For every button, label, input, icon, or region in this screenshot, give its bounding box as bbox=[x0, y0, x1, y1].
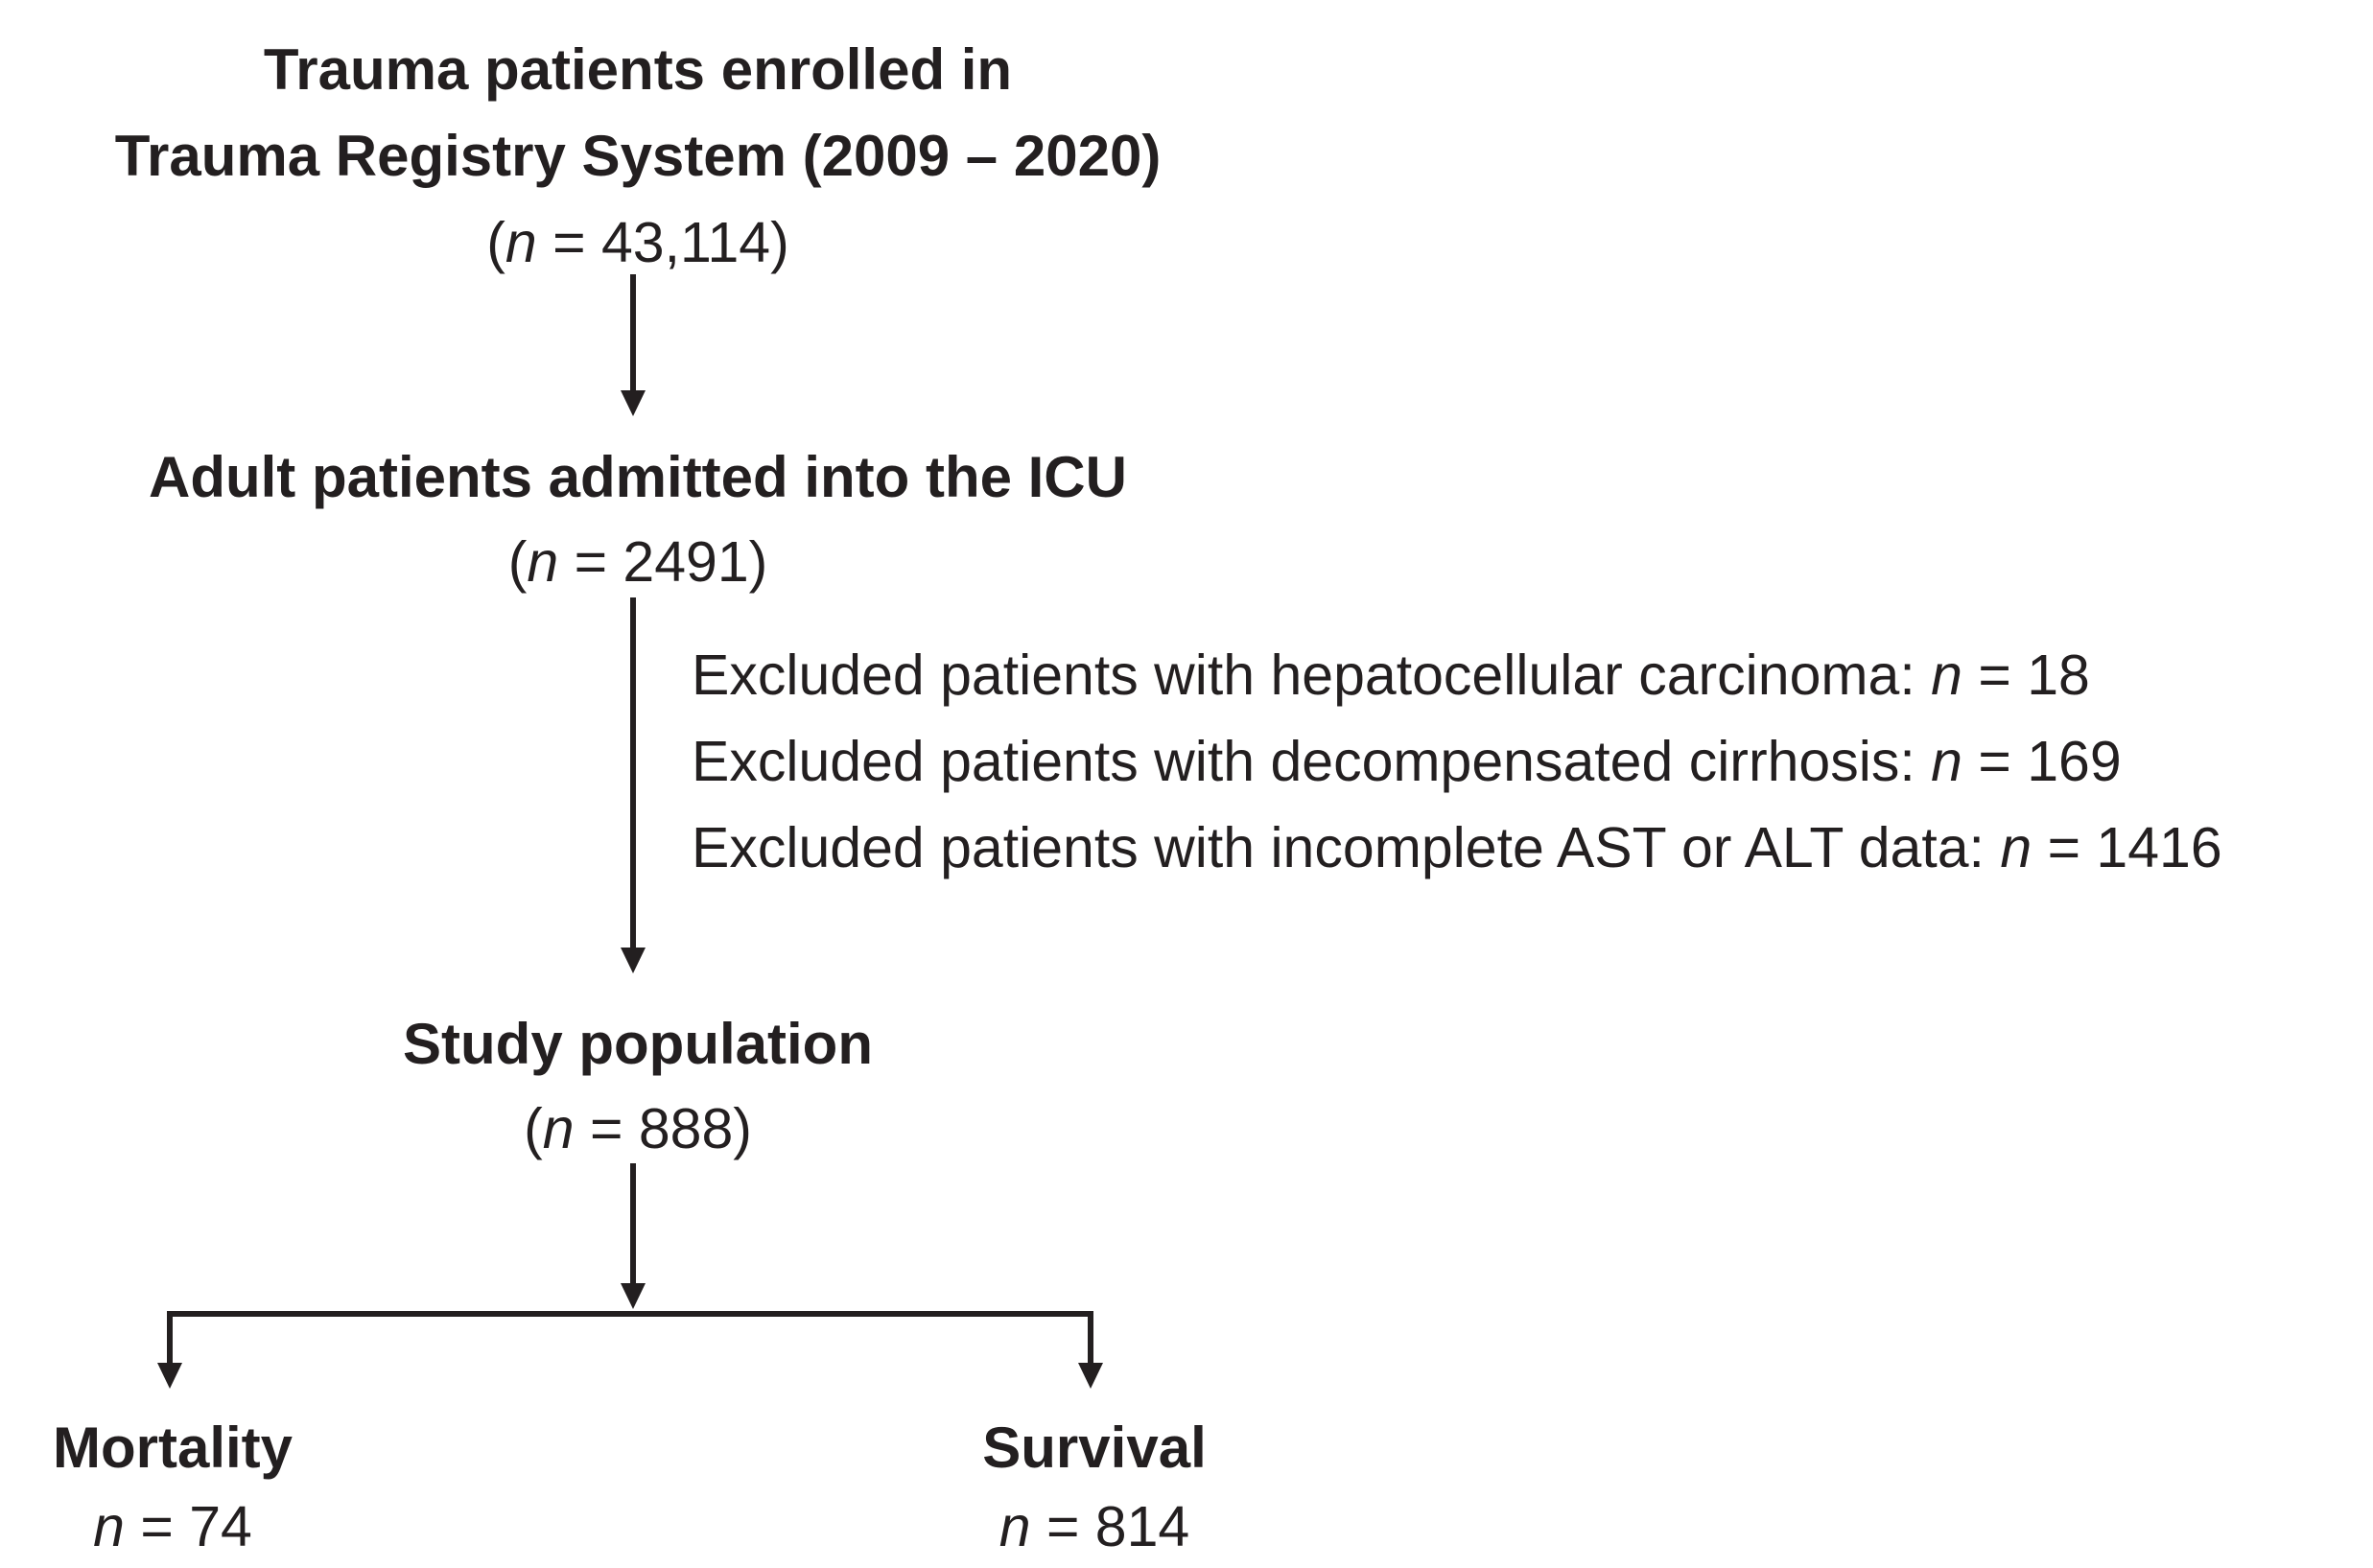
mortality-label: Mortality bbox=[52, 1416, 294, 1480]
node-study-population: Study population (n = 888) bbox=[0, 1002, 1276, 1171]
mortality-count: n = 74 bbox=[93, 1495, 252, 1558]
arrow-icu-to-study-head-icon bbox=[621, 948, 646, 973]
registry-count: (n = 43,114) bbox=[486, 211, 789, 274]
survival-label: Survival bbox=[982, 1416, 1207, 1480]
study-title: Study population bbox=[403, 1012, 873, 1076]
exclusion-item-ast-alt: Excluded patients with incomplete AST or… bbox=[692, 816, 2222, 879]
exclusion-list: Excluded patients with hepatocellular ca… bbox=[692, 632, 2222, 891]
exclusion-item-hcc: Excluded patients with hepatocellular ca… bbox=[692, 644, 2090, 707]
arrow-registry-to-icu-head-icon bbox=[621, 390, 646, 416]
node-icu: Adult patients admitted into the ICU (n … bbox=[0, 435, 1276, 604]
arrow-study-to-branch-head-icon bbox=[621, 1283, 646, 1309]
icu-title: Adult patients admitted into the ICU bbox=[149, 445, 1127, 509]
node-mortality: Mortality n = 74 bbox=[0, 1409, 345, 1566]
survival-count: n = 814 bbox=[999, 1495, 1190, 1558]
registry-title-line1: Trauma patients enrolled in bbox=[263, 37, 1013, 102]
registry-title-line2: Trauma Registry System (2009 – 2020) bbox=[114, 124, 1162, 188]
study-count-n: n bbox=[542, 1097, 575, 1160]
arrow-branch-to-mortality-head-icon bbox=[157, 1363, 182, 1389]
icu-count: (n = 2491) bbox=[507, 530, 768, 594]
study-count: (n = 888) bbox=[524, 1097, 752, 1160]
registry-count-n: n bbox=[505, 211, 537, 274]
exclusion-item-cirrhosis: Excluded patients with decompensated cir… bbox=[692, 730, 2122, 793]
node-registry: Trauma patients enrolled in Trauma Regis… bbox=[0, 27, 1276, 286]
node-survival: Survival n = 814 bbox=[807, 1409, 1382, 1566]
arrow-branch-to-survival-head-icon bbox=[1078, 1363, 1103, 1389]
icu-count-n: n bbox=[527, 530, 559, 594]
